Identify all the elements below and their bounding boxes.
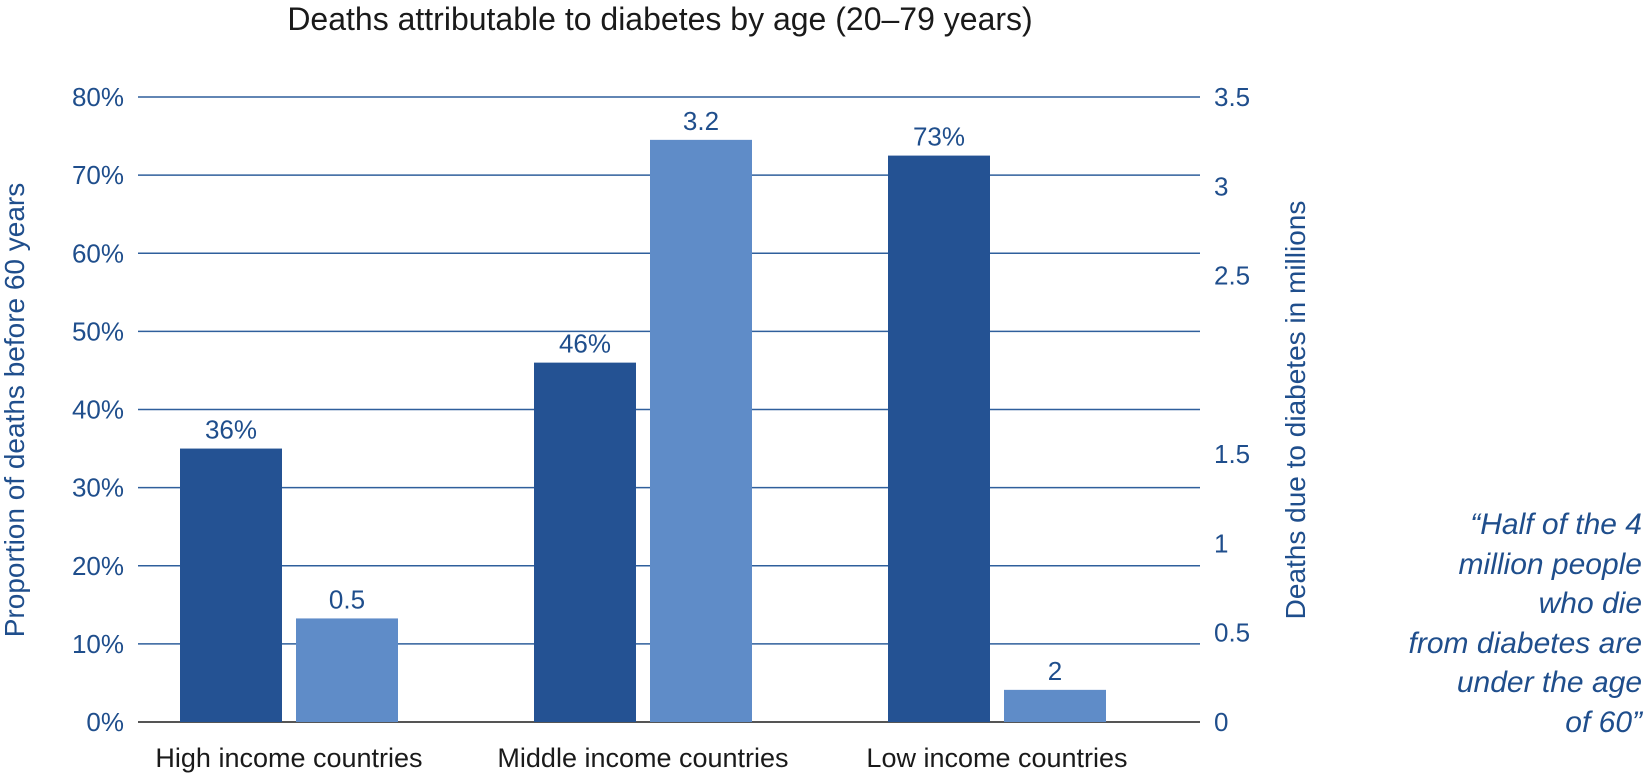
bar-deaths — [1004, 689, 1106, 722]
right-tick-label: 0.5 — [1214, 618, 1250, 648]
bar-proportion — [534, 362, 636, 722]
data-labels: 36% 0.5 46% 3.2 73% 2 — [205, 106, 1062, 686]
data-label: 36% — [205, 415, 257, 445]
right-tick-label: 2.5 — [1214, 261, 1250, 291]
bar-deaths — [650, 139, 752, 722]
left-tick-label: 10% — [72, 629, 124, 659]
left-tick-label: 50% — [72, 316, 124, 346]
left-tick-label: 30% — [72, 473, 124, 503]
data-label: 0.5 — [329, 584, 365, 614]
right-axis-ticks: 0 0.5 1 1.5 2.5 3 3.5 — [1214, 82, 1250, 737]
left-tick-label: 60% — [72, 238, 124, 268]
right-tick-label: 3.5 — [1214, 82, 1250, 112]
chart-title: Deaths attributable to diabetes by age (… — [287, 1, 1032, 37]
category-label: Middle income countries — [497, 743, 788, 773]
bars — [180, 139, 1106, 722]
bar-proportion — [888, 155, 990, 722]
category-labels: High income countries Middle income count… — [155, 743, 1127, 773]
left-axis-title: Proportion of deaths before 60 years — [0, 183, 30, 638]
category-label: High income countries — [155, 743, 422, 773]
bar-proportion — [180, 448, 282, 722]
left-tick-label: 70% — [72, 160, 124, 190]
right-axis-title: Deaths due to diabetes in millions — [1280, 201, 1311, 620]
left-tick-label: 80% — [72, 82, 124, 112]
left-tick-label: 0% — [86, 707, 124, 737]
left-axis-ticks: 0% 10% 20% 30% 40% 50% 60% 70% 80% — [72, 82, 124, 737]
category-label: Low income countries — [866, 743, 1127, 773]
right-tick-label: 1 — [1214, 528, 1228, 558]
left-tick-label: 40% — [72, 395, 124, 425]
data-label: 73% — [913, 122, 965, 152]
bar-deaths — [296, 618, 398, 722]
right-tick-label: 3 — [1214, 171, 1228, 201]
quote-callout: “Half of the 4 million people who die fr… — [1408, 508, 1642, 739]
right-tick-label: 0 — [1214, 707, 1228, 737]
data-label: 2 — [1048, 656, 1062, 686]
data-label: 3.2 — [683, 106, 719, 136]
right-tick-label: 1.5 — [1214, 439, 1250, 469]
left-tick-label: 20% — [72, 551, 124, 581]
data-label: 46% — [559, 329, 611, 359]
